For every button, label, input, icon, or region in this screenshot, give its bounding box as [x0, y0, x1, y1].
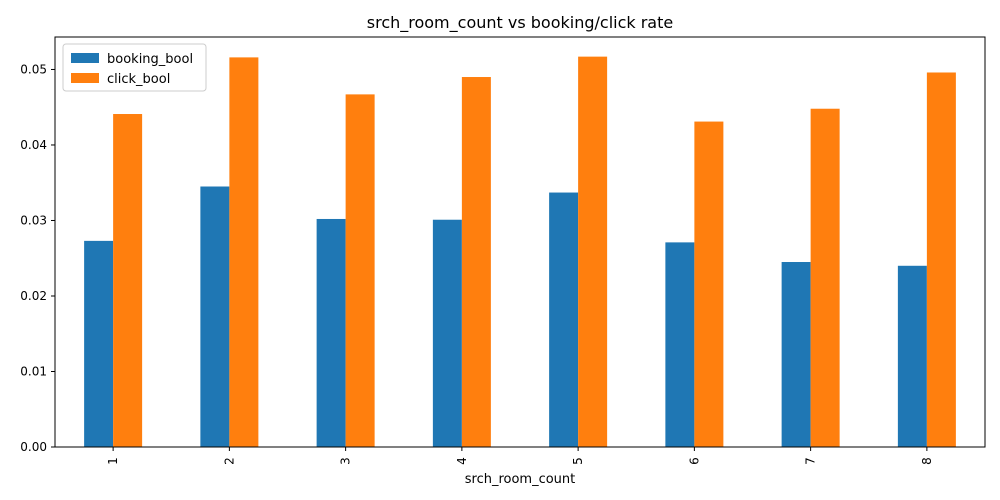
legend-label-click_bool: click_bool	[107, 72, 170, 87]
legend-swatch-click_bool	[71, 73, 99, 83]
bar-booking_bool-5	[549, 192, 579, 447]
bar-booking_bool-3	[316, 218, 346, 447]
x-tick-label: 3	[339, 457, 353, 465]
axes-layer	[54, 36, 986, 448]
x-tick-label: 1	[106, 457, 120, 465]
x-tick-label: 7	[804, 457, 818, 465]
bar-booking_bool-2	[200, 186, 230, 448]
bar-booking_bool-1	[84, 240, 114, 447]
plot-frame	[54, 36, 986, 448]
bar-click_bool-4	[461, 77, 491, 447]
y-tick-label: 0.04	[20, 138, 47, 152]
chart-title: srch_room_count vs booking/click rate	[367, 13, 673, 33]
legend: booking_bool click_bool	[62, 43, 207, 92]
x-tick-label: 8	[920, 457, 934, 465]
y-tick-label: 0.03	[20, 213, 47, 227]
bar-booking_bool-4	[432, 219, 462, 447]
x-tick-label: 5	[571, 457, 585, 465]
bar-booking_bool-6	[665, 242, 695, 447]
x-axis-label: srch_room_count	[465, 472, 576, 487]
bar-click_bool-1	[113, 114, 143, 447]
legend-label-booking_bool: booking_bool	[107, 52, 193, 67]
bars-layer	[84, 56, 956, 448]
ticks-layer: 0.00 0.01 0.02 0.03 0.04 0.05 1 2 3 4 5 6 7 8	[20, 62, 934, 464]
bar-click_bool-2	[229, 57, 259, 447]
bar-click_bool-3	[345, 94, 375, 448]
bar-click_bool-7	[810, 108, 840, 447]
x-tick-label: 6	[687, 457, 701, 465]
legend-swatch-booking_bool	[71, 53, 99, 63]
y-tick-label: 0.05	[20, 62, 47, 76]
x-tick-label: 2	[222, 457, 236, 465]
y-tick-label: 0.02	[20, 289, 47, 303]
y-tick-label: 0.00	[20, 440, 47, 454]
y-tick-label: 0.01	[20, 364, 47, 378]
bar-click_bool-6	[694, 121, 724, 447]
x-tick-label: 4	[455, 457, 469, 465]
bar-booking_bool-7	[781, 262, 811, 447]
bar-booking_bool-8	[897, 265, 927, 447]
bar-click_bool-8	[926, 72, 956, 447]
bar-click_bool-5	[578, 56, 608, 447]
